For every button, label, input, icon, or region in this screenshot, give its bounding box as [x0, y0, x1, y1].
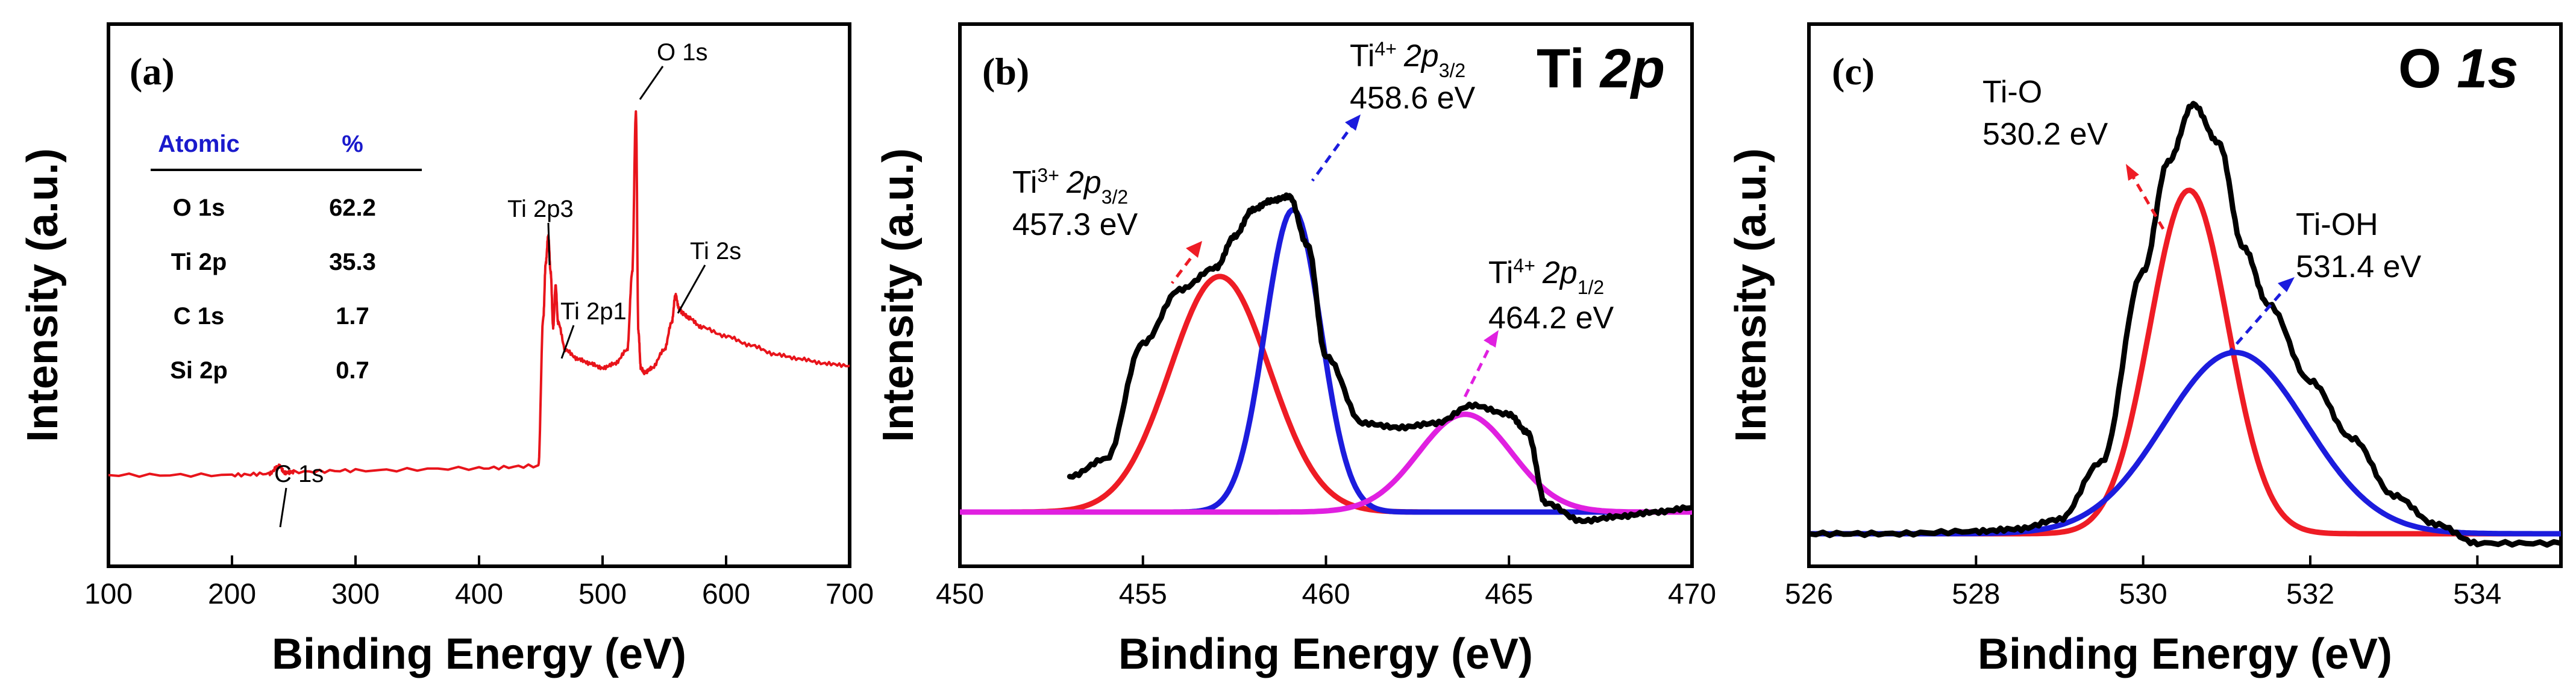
annotation-ti4-2p32-label: Ti4+ 2p3/2: [1350, 38, 1465, 81]
panel-c-y-axis-title: Intensity (a.u.): [1727, 148, 1775, 442]
panel-a-x-tick-label: 600: [702, 578, 750, 610]
peak-label-ti2p1: Ti 2p1: [560, 298, 627, 325]
table-cell-value: 62.2: [329, 195, 376, 221]
panel-b-x-tick-label: 465: [1485, 578, 1533, 610]
panel-b-measured-spectrum: [1067, 192, 1692, 525]
panel-a-x-tick-label: 700: [826, 578, 874, 610]
table-row: Si 2p 0.7: [170, 357, 369, 384]
panel-c-curves: [1809, 101, 2561, 548]
annotation-ti-o-arrowhead: [2126, 164, 2139, 181]
panel-c-o1s-spectrum: 526 528 530 532 534 (c) O 1s Ti-O 530.2 eV T…: [1727, 22, 2563, 678]
peak-label-o1s: O 1s: [657, 39, 707, 66]
panel-c-x-tick-label: 528: [1952, 578, 2000, 610]
annotation-ti-oh-arrowhead: [2278, 277, 2295, 292]
panel-b-ti2p-spectrum: 450 455 460 465 470 (b) Ti 2p Ti3+ 2p3/2 457.…: [874, 22, 1716, 678]
peak-label-ti2s: Ti 2s: [690, 238, 741, 264]
panel-b-x-tick-label: 470: [1668, 578, 1716, 610]
peak-label-ti2s-leader: [677, 264, 706, 314]
panel-c-x-tick-label: 526: [1785, 578, 1833, 610]
annotation-ti4-2p12-arrowhead: [1484, 330, 1499, 348]
panel-b-x-tick-label: 455: [1119, 578, 1167, 610]
annotation-ti3-2p32-label: Ti3+ 2p3/2: [1012, 164, 1128, 208]
table-cell-element: C 1s: [174, 303, 225, 330]
panel-c-x-axis-title: Binding Energy (eV): [1978, 630, 2392, 678]
table-cell-value: 35.3: [329, 249, 376, 275]
table-row: Ti 2p 35.3: [171, 249, 376, 275]
annotation-ti-oh-arrow-line: [2225, 282, 2291, 357]
panel-a-plot-frame: [107, 22, 851, 568]
peak-label-o1s-leader: [639, 66, 664, 100]
annotation-ti4-2p12-arrow-line: [1461, 336, 1496, 402]
panel-a-x-tick-label: 300: [331, 578, 380, 610]
annotation-ti-oh: Ti-OH 531.4 eV: [2225, 207, 2421, 357]
panel-b-fit-ti4-2p3-2: [960, 207, 1692, 515]
annotation-ti4-2p32: Ti4+ 2p3/2 458.6 eV: [1311, 38, 1475, 182]
table-cell-element: Si 2p: [170, 357, 228, 384]
panel-b-y-axis-title: Intensity (a.u.): [874, 148, 923, 442]
annotation-ti4-2p12: Ti4+ 2p1/2 464.2 eV: [1461, 255, 1614, 402]
annotation-ti-o: Ti-O 530.2 eV: [1982, 75, 2165, 230]
peak-label-ti2p3: Ti 2p3: [507, 196, 574, 222]
annotation-ti-o-energy: 530.2 eV: [1982, 117, 2108, 152]
panel-c-plot-frame: [1807, 22, 2563, 568]
annotation-ti-oh-energy: 531.4 eV: [2296, 249, 2421, 284]
panel-c-x-tick-label: 532: [2286, 578, 2334, 610]
panel-c-fit-ti-o: [1809, 187, 2561, 537]
annotation-ti-o-label: Ti-O: [1982, 75, 2042, 110]
annotation-ti3-2p32-energy: 457.3 eV: [1012, 207, 1138, 242]
peak-label-ti2p3-leader: [547, 222, 551, 266]
table-cell-element: Ti 2p: [171, 249, 227, 275]
panel-a-curves: [108, 110, 850, 478]
annotation-ti-oh-label: Ti-OH: [2296, 207, 2378, 242]
table-header-percent: %: [342, 131, 363, 157]
annotation-ti-o-arrow-line: [2128, 170, 2165, 230]
panel-a-x-axis-title: Binding Energy (eV): [272, 630, 686, 678]
table-header-atomic: Atomic: [158, 131, 240, 157]
peak-label-ti2p1-leader: [560, 325, 575, 359]
panel-a-x-tick-label: 100: [84, 578, 133, 610]
table-cell-element: O 1s: [173, 195, 225, 221]
panel-b-x-axis-title: Binding Energy (eV): [1118, 630, 1533, 678]
panel-a-x-ticks: 100 200 300 400 500 600 700: [84, 555, 874, 610]
panel-c-x-tick-label: 530: [2119, 578, 2167, 610]
panel-a-x-tick-label: 500: [578, 578, 627, 610]
panel-c-x-ticks: 526 528 530 532 534: [1785, 555, 2501, 610]
panel-b-letter: (b): [982, 50, 1029, 93]
annotation-ti3-2p32: Ti3+ 2p3/2 457.3 eV: [1012, 164, 1202, 284]
annotation-ti4-2p12-label: Ti4+ 2p1/2: [1488, 255, 1604, 298]
panel-c-x-tick-label: 534: [2453, 578, 2501, 610]
peak-label-c1s-leader: [279, 487, 287, 528]
panel-b-x-tick-label: 450: [936, 578, 984, 610]
panel-b-fit-ti4-2p1-2: [960, 411, 1692, 515]
panel-c-title: O 1s: [2398, 38, 2518, 99]
annotation-ti4-2p32-arrow-line: [1311, 119, 1358, 182]
panel-c-letter: (c): [1832, 50, 1875, 93]
table-row: C 1s 1.7: [174, 303, 369, 330]
panel-b-title: Ti 2p: [1537, 38, 1665, 99]
panel-b-curves: [960, 192, 1692, 525]
panel-a-survey-spectrum: 100 200 300 400 500 600 700 (a) Atomic % O 1s …: [19, 22, 874, 678]
panel-a-x-tick-label: 200: [208, 578, 256, 610]
panel-b-x-ticks: 450 455 460 465 470: [936, 555, 1716, 610]
annotation-ti4-2p32-arrowhead: [1345, 114, 1361, 131]
table-row: O 1s 62.2: [173, 195, 376, 221]
atomic-percent-table: Atomic % O 1s 62.2 Ti 2p 35.3 C 1s 1.7 S…: [151, 131, 422, 384]
table-cell-value: 0.7: [336, 357, 369, 384]
panel-a-letter: (a): [130, 50, 175, 93]
panel-a-x-tick-label: 400: [455, 578, 503, 610]
panel-c-measured-spectrum: [1809, 101, 2561, 548]
panel-b-x-tick-label: 460: [1302, 578, 1350, 610]
annotation-ti4-2p12-energy: 464.2 eV: [1488, 301, 1614, 336]
panel-a-measured-spectrum: [108, 110, 850, 478]
annotation-ti3-2p32-arrowhead: [1186, 241, 1202, 258]
annotation-ti4-2p32-energy: 458.6 eV: [1350, 81, 1475, 116]
panel-a-y-axis-title: Intensity (a.u.): [19, 148, 67, 442]
panel-c-fit-ti-oh: [1809, 349, 2561, 537]
table-cell-value: 1.7: [336, 303, 369, 330]
peak-label-c1s: C 1s: [274, 461, 324, 487]
